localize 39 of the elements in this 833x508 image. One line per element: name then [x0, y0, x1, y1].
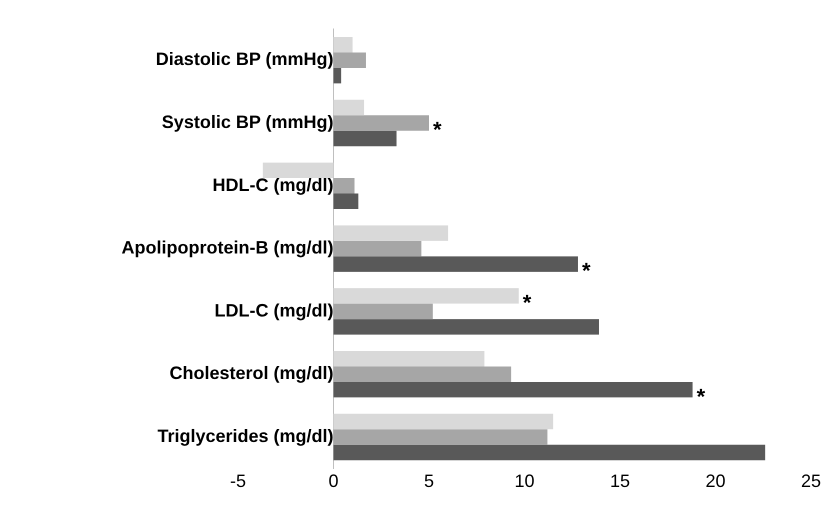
- bar: [334, 115, 429, 131]
- bar: [334, 68, 342, 84]
- bar: [334, 288, 519, 304]
- bar: [334, 178, 355, 194]
- bar: [334, 366, 512, 382]
- x-tick-label: 15: [610, 471, 630, 492]
- x-tick-label: 0: [328, 471, 339, 492]
- y-tick-label: Systolic BP (mmHg): [162, 112, 334, 132]
- y-tick-label: LDL-C (mg/dl): [214, 300, 334, 320]
- bar: [334, 130, 397, 146]
- bar: [334, 444, 766, 460]
- x-tick-label: 5: [424, 471, 434, 492]
- y-tick-label: Diastolic BP (mmHg): [156, 49, 334, 70]
- bar: [334, 304, 433, 320]
- y-tick-label: Triglycerides (mg/dl): [157, 426, 334, 446]
- bar: [334, 429, 548, 445]
- bar: [262, 162, 334, 178]
- bar: [334, 350, 484, 366]
- bar: [334, 240, 422, 256]
- annotation: *: [582, 258, 591, 284]
- y-tick-label: Apolipoprotein-B (mg/dl): [122, 238, 334, 258]
- annotation: *: [696, 384, 706, 409]
- x-tick-label: 25: [800, 471, 822, 492]
- bar: [334, 52, 366, 68]
- annotation: *: [433, 117, 442, 142]
- bar: [334, 319, 599, 335]
- x-tick-label: 20: [705, 471, 726, 492]
- bar: [334, 225, 448, 241]
- bar: [334, 194, 358, 210]
- x-tick-label: 10: [514, 471, 535, 492]
- y-tick-label: HDL-C (mg/dl): [212, 174, 334, 195]
- annotation: *: [522, 290, 532, 315]
- bar: [334, 414, 554, 430]
- bar: [334, 36, 353, 52]
- bar: [334, 256, 578, 272]
- bar: [334, 100, 364, 116]
- y-tick-label: Cholesterol (mg/dl): [169, 363, 334, 384]
- bar: [334, 382, 693, 398]
- x-tick-label: -5: [230, 471, 246, 492]
